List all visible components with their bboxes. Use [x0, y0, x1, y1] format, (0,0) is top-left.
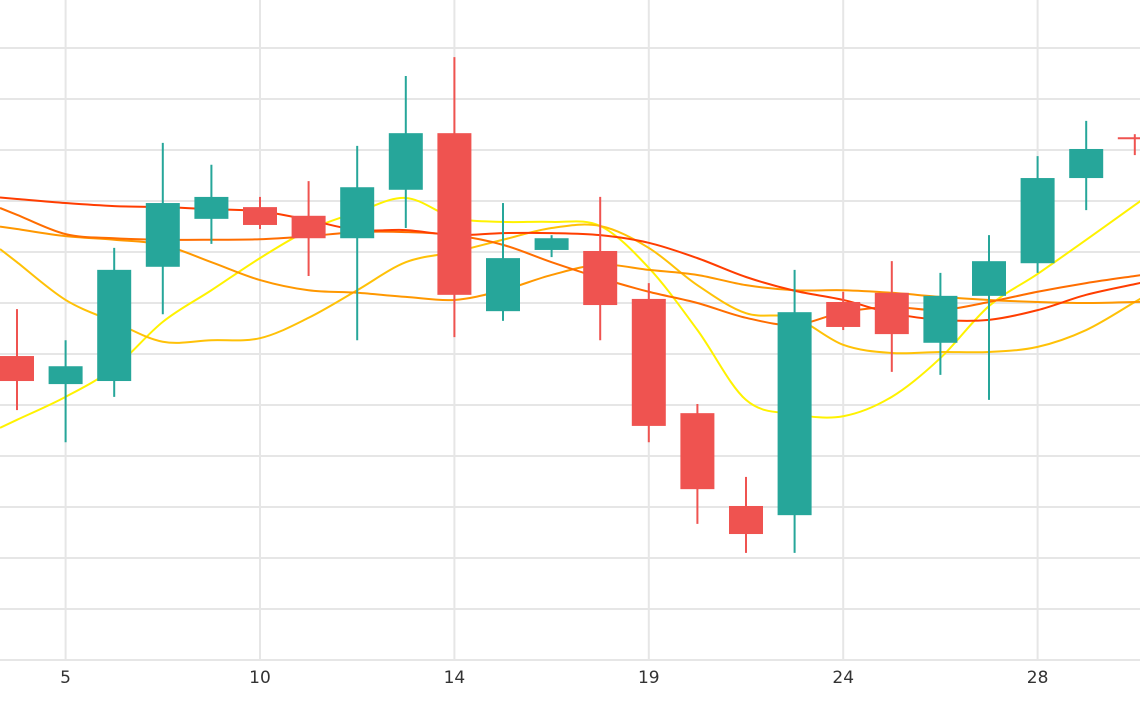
x-tick-label: 19: [638, 668, 660, 688]
candle-body: [972, 261, 1006, 296]
candle-up: [48, 340, 83, 443]
candle-down: [243, 196, 277, 230]
x-tick-label: 5: [60, 668, 71, 688]
candle-body: [777, 312, 812, 516]
candle-down: [874, 261, 909, 372]
candle-down: [437, 57, 472, 338]
candle-body: [923, 295, 958, 343]
x-tick-label: 28: [1027, 668, 1049, 688]
candle-up: [1069, 120, 1104, 211]
x-tick-label: 10: [249, 668, 271, 688]
candle-up: [97, 247, 132, 397]
candle-body: [534, 238, 569, 250]
candle-down: [729, 476, 763, 553]
candles: [0, 57, 1140, 553]
candle-down: [680, 403, 715, 524]
candle-body: [97, 269, 132, 382]
candle-body: [874, 292, 909, 335]
candle-up: [923, 272, 958, 375]
x-tick-label: 14: [444, 668, 466, 688]
candle-body: [48, 366, 83, 385]
candle-body: [0, 356, 34, 382]
candle-up: [486, 203, 520, 321]
candle-body: [145, 203, 180, 267]
candle-body: [680, 413, 715, 490]
candle-down: [1117, 134, 1140, 156]
candle-down: [583, 196, 618, 341]
candle-body: [291, 215, 326, 239]
candle-body: [583, 250, 618, 306]
candle-body: [826, 301, 861, 327]
candle-down: [291, 181, 326, 276]
candle-down: [826, 291, 861, 331]
candle-up: [777, 269, 812, 553]
candle-body: [631, 298, 666, 426]
ma-gold-line: [0, 223, 1140, 355]
candle-up: [194, 164, 229, 244]
candle-up: [388, 76, 423, 229]
candle-up: [972, 235, 1006, 400]
candle-body: [194, 196, 229, 219]
x-tick-label: 24: [832, 668, 854, 688]
candle-down: [631, 283, 666, 443]
candle-body: [340, 187, 375, 239]
candle-body: [388, 133, 423, 190]
candle-body: [1069, 148, 1104, 179]
candle-up: [534, 235, 569, 258]
x-axis: 5 10 14 19 24 28: [60, 668, 1048, 688]
candle-body: [486, 258, 520, 312]
candle-up: [340, 145, 375, 341]
candle-body: [243, 207, 277, 225]
candle-down: [0, 309, 34, 411]
ma-yellow-line: [0, 196, 1140, 429]
candle-body: [437, 133, 472, 295]
candle-body: [1117, 137, 1140, 140]
candle-body: [729, 505, 763, 535]
candle-body: [1020, 178, 1055, 264]
candle-up: [145, 142, 180, 315]
candle-up: [1020, 156, 1055, 273]
grid: [0, 0, 1140, 661]
